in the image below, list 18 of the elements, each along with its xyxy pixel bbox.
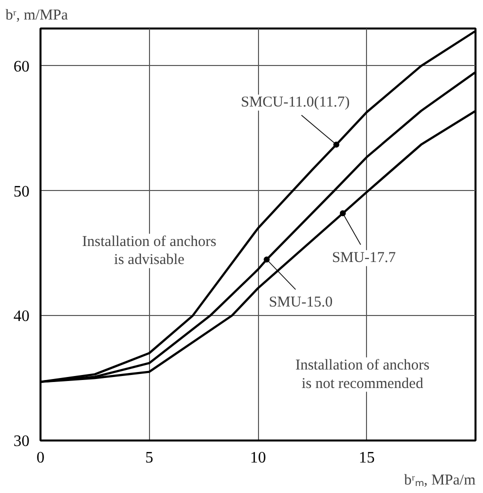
point	[264, 256, 270, 262]
point	[333, 142, 340, 148]
y-tick-label: 30	[14, 433, 30, 450]
annotation: SMCU-11.0(11.7)	[240, 94, 350, 111]
point	[340, 210, 346, 216]
y-tick-label: 60	[14, 58, 30, 76]
x-tick-label: 15	[358, 450, 375, 466]
annotation: Installation of anchors is not recommended	[295, 357, 430, 392]
x-tick-label: 0	[36, 450, 44, 466]
y-tick-label: 40	[14, 308, 30, 326]
x-axis-title: bʳₘ, MPa/m	[404, 472, 476, 488]
x-tick-label: 10	[250, 450, 266, 466]
y-tick-label: 50	[14, 183, 30, 200]
annotation: SMU-17.7	[332, 250, 396, 266]
annotation: Installation of anchors is advisable	[82, 234, 216, 268]
y-axis-title: bʳ, m/MPa	[6, 8, 68, 24]
x-tick-label: 5	[145, 450, 154, 466]
annotation: SMU-15.0	[268, 294, 333, 310]
